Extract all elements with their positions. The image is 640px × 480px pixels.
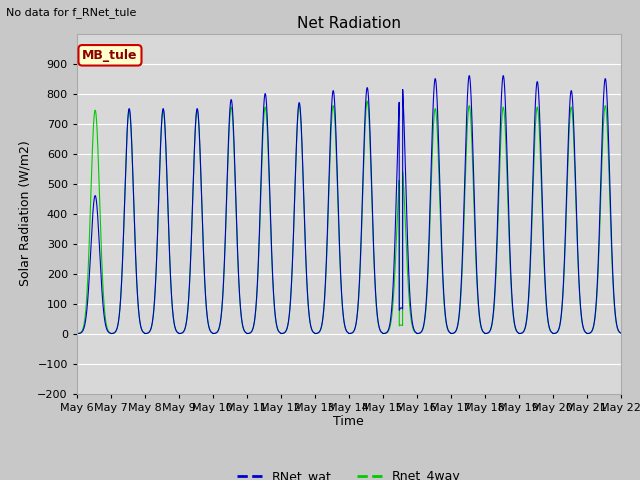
X-axis label: Time: Time [333,415,364,429]
Rnet_4way [525,294,532,300]
Text: No data for f_RNet_tule: No data for f_RNet_tule [6,7,137,18]
Rnet_4way [364,98,371,104]
Rnet_4way [617,330,625,336]
Title: Net Radiation: Net Radiation [297,16,401,31]
RNet_wat [465,73,473,79]
Line: RNet_wat: RNet_wat [77,76,621,334]
RNet_wat [539,214,547,220]
RNet_wat [498,83,506,88]
Rnet_4way [539,229,547,235]
RNet_wat [73,331,81,336]
Line: Rnet_4way: Rnet_4way [77,101,621,334]
RNet_wat [186,280,193,286]
RNet_wat [398,305,406,311]
Legend: RNet_wat, Rnet_4way: RNet_wat, Rnet_4way [232,465,466,480]
Text: MB_tule: MB_tule [82,49,138,62]
Rnet_4way [73,331,81,336]
RNet_wat [369,221,377,227]
RNet_wat [525,292,532,298]
RNet_wat [617,330,625,336]
Rnet_4way [398,323,406,328]
Rnet_4way [499,111,506,117]
Rnet_4way [379,331,387,336]
Rnet_4way [369,230,377,236]
Y-axis label: Solar Radiation (W/m2): Solar Radiation (W/m2) [19,141,32,287]
Rnet_4way [186,280,193,286]
